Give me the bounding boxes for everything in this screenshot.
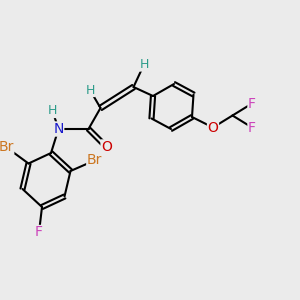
Text: Br: Br: [0, 140, 14, 154]
Text: O: O: [101, 140, 112, 154]
Text: H: H: [48, 104, 57, 118]
Text: O: O: [208, 121, 218, 134]
Text: H: H: [139, 58, 149, 71]
Text: F: F: [248, 97, 256, 110]
Text: F: F: [248, 121, 256, 134]
Text: F: F: [35, 226, 43, 239]
Text: N: N: [53, 122, 64, 136]
Text: Br: Br: [87, 154, 102, 167]
Text: H: H: [85, 83, 95, 97]
